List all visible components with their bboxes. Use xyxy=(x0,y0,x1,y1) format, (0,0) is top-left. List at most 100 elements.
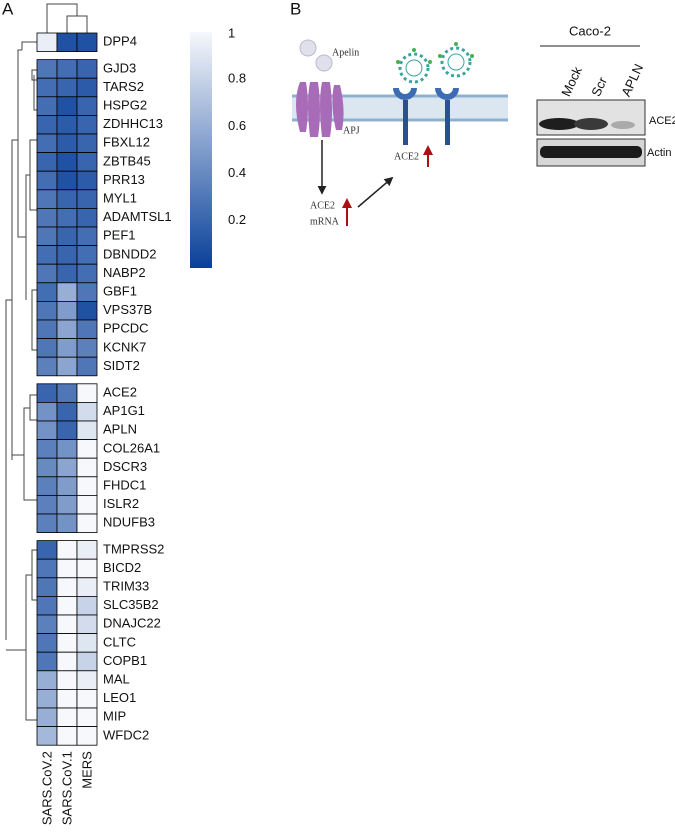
heatmap-cell xyxy=(56,282,78,302)
heatmap-cell xyxy=(76,457,98,478)
row-label: ZDHHC13 xyxy=(103,116,163,131)
heatmap-cell xyxy=(76,356,98,377)
diagram-label: ACE2 xyxy=(310,200,335,211)
row-label: TRIM33 xyxy=(103,579,149,594)
heatmap-cell xyxy=(56,96,78,116)
heatmap-cell xyxy=(36,338,58,358)
row-label: GJD3 xyxy=(103,60,136,75)
heatmap-cell xyxy=(36,540,58,560)
heatmap-cell xyxy=(36,226,58,247)
heatmap-cell xyxy=(36,263,58,284)
heatmap-cell xyxy=(76,226,98,247)
heatmap-cell xyxy=(56,633,78,653)
heatmap-cell xyxy=(36,245,58,265)
heatmap-cell xyxy=(36,170,58,191)
heatmap-cell xyxy=(36,356,58,377)
row-label: ISLR2 xyxy=(103,496,139,511)
column-label: SARS.CoV.1 xyxy=(59,751,74,825)
heatmap-cell xyxy=(56,513,78,534)
row-label: SIDT2 xyxy=(103,358,140,373)
heatmap-cell xyxy=(76,245,98,265)
heatmap-cell xyxy=(76,59,98,79)
heatmap-cell xyxy=(56,59,78,79)
lane-label: APLN xyxy=(618,62,646,99)
heatmap-cell xyxy=(36,457,58,478)
row-label: ACE2 xyxy=(103,385,137,400)
row-label: PPCDC xyxy=(103,321,149,336)
heatmap-cell xyxy=(76,77,98,98)
heatmap: DPP4 GJD3 TARS2 HSPG2 ZDHHC13 FBXL12 ZBTB45 PRR… xyxy=(36,32,172,825)
row-dendrogram xyxy=(5,41,37,721)
heatmap-cell xyxy=(76,32,98,53)
row-label: TMPRSS2 xyxy=(103,541,164,556)
colorbar-tick-label: 0.4 xyxy=(228,165,246,180)
heatmap-cell xyxy=(76,133,98,154)
row-label: MAL xyxy=(103,672,130,687)
heatmap-cell xyxy=(36,726,58,746)
heatmap-cell xyxy=(76,263,98,284)
heatmap-cell xyxy=(56,77,78,98)
heatmap-cell xyxy=(36,633,58,653)
heatmap-cell xyxy=(56,689,78,709)
row-label: FBXL12 xyxy=(103,135,150,150)
diagram-label: mRNA xyxy=(310,216,340,227)
heatmap-cell xyxy=(36,494,58,515)
row-label: SLC35B2 xyxy=(103,597,159,612)
diagram-label: Apelin xyxy=(332,47,359,58)
row-label: CLTC xyxy=(103,634,136,649)
heatmap-cell xyxy=(56,32,78,53)
heatmap-cell xyxy=(76,115,98,135)
heatmap-cell xyxy=(76,282,98,302)
heatmap-cell xyxy=(56,707,78,728)
heatmap-cell xyxy=(76,152,98,172)
heatmap-cell xyxy=(76,596,98,616)
heatmap-cell xyxy=(76,689,98,709)
pathway-diagram: Apelin APJ ACE2 mRNA ACE2 xyxy=(292,39,508,227)
row-label: TARS2 xyxy=(103,79,144,94)
panel-label: A xyxy=(2,0,14,18)
heatmap-cell xyxy=(76,633,98,653)
heatmap-cell xyxy=(56,207,78,228)
row-label: BICD2 xyxy=(103,560,141,575)
heatmap-cell xyxy=(36,207,58,228)
heatmap-cell xyxy=(56,420,78,441)
column-label: SARS.CoV.2 xyxy=(39,751,54,825)
column-label: MERS xyxy=(79,751,94,789)
heatmap-cell xyxy=(56,577,78,597)
heatmap-cell xyxy=(36,133,58,154)
colorbar-tick-label: 0.8 xyxy=(228,71,246,86)
heatmap-cell xyxy=(36,577,58,597)
heatmap-cell xyxy=(56,558,78,579)
heatmap-cell xyxy=(36,282,58,302)
heatmap-cell xyxy=(76,651,98,672)
row-label: MYL1 xyxy=(103,191,137,206)
heatmap-cell xyxy=(56,115,78,135)
heatmap-cell xyxy=(56,356,78,377)
heatmap-cell xyxy=(56,670,78,690)
heatmap-cell xyxy=(56,170,78,191)
blot-title: Caco-2 xyxy=(569,23,611,38)
row-label: APLN xyxy=(103,422,137,437)
row-label: PRR13 xyxy=(103,172,145,187)
heatmap-cell xyxy=(76,614,98,635)
heatmap-cell xyxy=(76,476,98,496)
row-label: COL26A1 xyxy=(103,440,160,455)
diagram-label: APJ xyxy=(343,125,360,136)
heatmap-cell xyxy=(56,476,78,496)
heatmap-cell xyxy=(36,707,58,728)
heatmap-cell xyxy=(36,689,58,709)
row-label: DPP4 xyxy=(103,34,137,49)
heatmap-cell xyxy=(76,420,98,441)
heatmap-cell xyxy=(56,401,78,422)
heatmap-cell xyxy=(56,726,78,746)
heatmap-cell xyxy=(76,401,98,422)
row-label: COPB1 xyxy=(103,653,147,668)
row-label: ZBTB45 xyxy=(103,153,151,168)
heatmap-cell xyxy=(56,596,78,616)
heatmap-cell xyxy=(56,614,78,635)
panel-label: B xyxy=(290,0,301,18)
row-label: DBNDD2 xyxy=(103,246,156,261)
heatmap-cell xyxy=(56,300,78,321)
